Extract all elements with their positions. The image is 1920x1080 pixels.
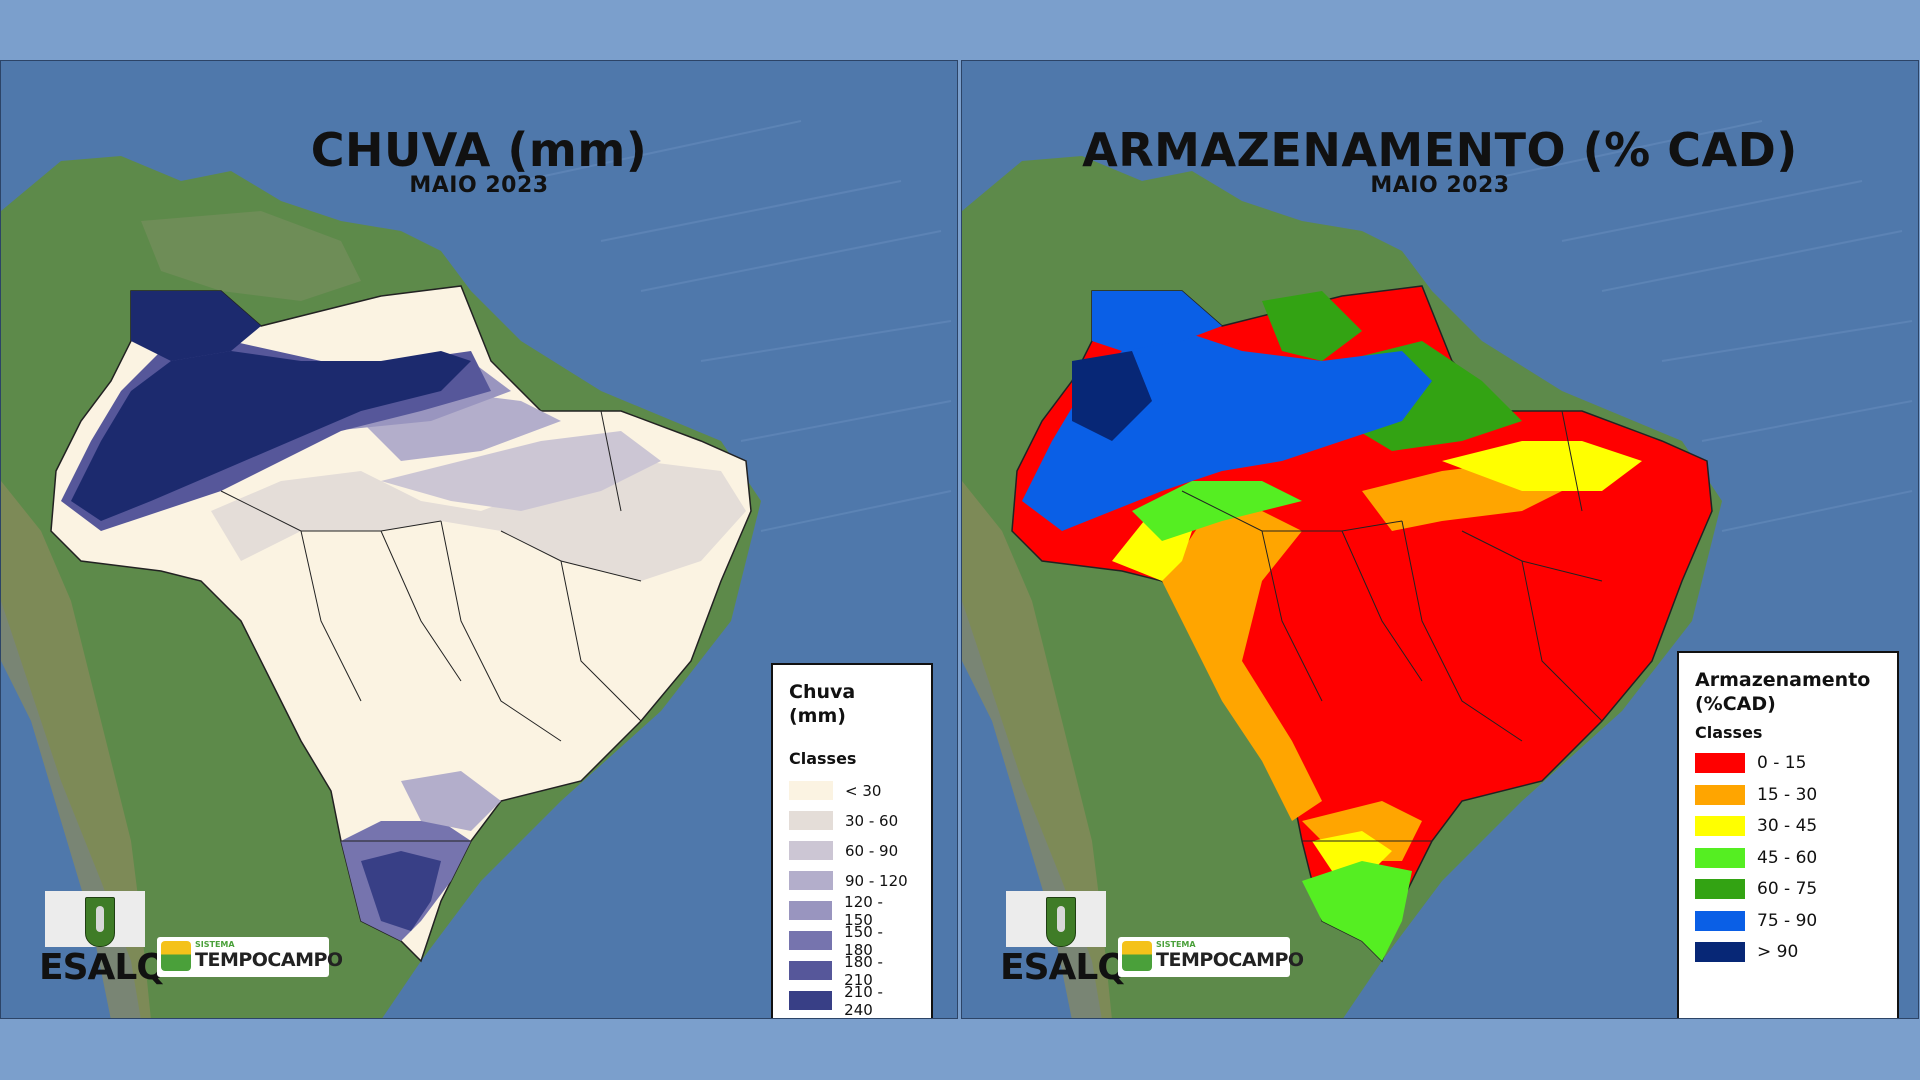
- esalq-logo-text: ESALQ: [39, 947, 167, 988]
- storage-legend-title-line1: Armazenamento: [1695, 669, 1871, 691]
- andes-mountains: [962, 481, 1112, 1018]
- esalq-badge: [45, 891, 145, 947]
- rain-legend-swatch: [789, 841, 833, 860]
- rain-legend-item: 60 - 90: [789, 836, 915, 866]
- storage-map-panel: ARMAZENAMENTO (% CAD) MAIO 2023 Armazena…: [961, 60, 1919, 1019]
- rain-map-panel: CHUVA (mm) MAIO 2023 Chuva (mm) Classes …: [0, 60, 958, 1019]
- rain-legend-item: 30 - 60: [789, 806, 915, 836]
- rain-legend-item: 180 - 210: [789, 952, 915, 989]
- rain-legend-swatch: [789, 991, 833, 1010]
- tempocampo-sistema-text: SISTEMA: [195, 940, 235, 949]
- storage-legend-label: > 90: [1757, 942, 1799, 963]
- tempocampo-icon: [1122, 941, 1152, 971]
- rain-legend-item: 120 - 150: [789, 892, 915, 929]
- storage-legend-label: 30 - 45: [1757, 816, 1818, 837]
- ocean-texture: [520, 120, 952, 532]
- rain-legend-label: 210 - 240: [844, 982, 883, 1019]
- rain-legend-label: 120 - 150: [844, 892, 883, 929]
- storage-legend-items: 0 - 15 15 - 30 30 - 45 45 - 60 60 - 75 75 - 9…: [1695, 748, 1881, 969]
- tempocampo-name-text: TEMPOCAMPO: [1156, 949, 1304, 971]
- storage-legend-label: 45 - 60: [1757, 847, 1818, 868]
- storage-zone-60-75-amapa: [1262, 291, 1362, 361]
- rain-zone-60-90: [381, 431, 661, 511]
- storage-zone-45-60-south: [1302, 861, 1412, 961]
- esalq-shield-icon: [1046, 897, 1076, 947]
- rain-zone-above-240: [71, 351, 471, 521]
- rain-legend-label: 180 - 210: [844, 952, 883, 989]
- rain-legend-item: 150 - 180: [789, 922, 915, 959]
- storage-zone-30-45-northeast: [1442, 441, 1642, 491]
- guiana-highlands: [141, 211, 361, 301]
- storage-legend-swatch: [1695, 816, 1745, 837]
- rain-legend-label: 90 - 120: [845, 871, 908, 890]
- esalq-shield-icon: [85, 897, 115, 947]
- rain-legend-item: < 30: [789, 776, 915, 806]
- storage-legend-classes-label: Classes: [1695, 722, 1763, 742]
- storage-legend-swatch: [1695, 910, 1745, 931]
- storage-legend-label: 75 - 90: [1757, 910, 1818, 931]
- storage-zone-15-30-west: [1162, 511, 1322, 821]
- rain-zone-30-60: [211, 461, 746, 581]
- rain-legend-swatch: [789, 901, 833, 920]
- storage-map-subtitle: MAIO 2023: [1370, 173, 1510, 198]
- storage-legend-item: 75 - 90: [1695, 905, 1881, 937]
- tempocampo-icon: [161, 941, 191, 971]
- rain-legend-label: 60 - 90: [845, 841, 899, 860]
- rain-legend-title: Chuva (mm): [789, 681, 856, 727]
- rain-legend-label: 150 - 180: [844, 922, 883, 959]
- rain-legend-items: < 30 30 - 60 60 - 90 90 - 120 120 - 150 150 -…: [789, 776, 915, 1019]
- rain-legend-classes-label: Classes: [789, 748, 857, 768]
- rain-zone-southeast: [401, 771, 501, 831]
- state-borders: [220, 410, 642, 842]
- rain-legend-label: 30 - 60: [845, 811, 899, 830]
- rain-legend: Chuva (mm) Classes < 30 30 - 60 60 - 90 90 …: [771, 663, 933, 1019]
- storage-legend-label: 0 - 15: [1757, 753, 1807, 774]
- rain-legend-swatch: [789, 781, 833, 800]
- storage-legend-item: 60 - 75: [1695, 874, 1881, 906]
- storage-legend-item: > 90: [1695, 937, 1881, 969]
- storage-legend-swatch: [1695, 784, 1745, 805]
- rain-legend-swatch: [789, 811, 833, 830]
- rain-zone-above-240-north: [131, 291, 261, 361]
- state-borders: [1181, 410, 1603, 842]
- esalq-logo-text: ESALQ: [1000, 947, 1128, 988]
- storage-zone-above-90: [1072, 351, 1152, 441]
- storage-legend-swatch: [1695, 847, 1745, 868]
- storage-map-title: ARMAZENAMENTO (% CAD): [1082, 123, 1798, 177]
- rain-legend-swatch: [789, 931, 833, 950]
- rain-map: [1, 120, 952, 1018]
- storage-legend-swatch: [1695, 879, 1745, 900]
- storage-legend-title-line2: (%CAD): [1695, 692, 1776, 715]
- storage-legend-item: 0 - 15: [1695, 748, 1881, 780]
- storage-legend-label: 15 - 30: [1757, 784, 1818, 805]
- storage-legend-item: 45 - 60: [1695, 842, 1881, 874]
- storage-map: [962, 120, 1913, 1018]
- esalq-badge: [1006, 891, 1106, 947]
- storage-legend-item: 15 - 30: [1695, 779, 1881, 811]
- tempocampo-name-text: TEMPOCAMPO: [195, 949, 343, 971]
- rain-legend-swatch: [789, 871, 833, 890]
- rain-map-subtitle: MAIO 2023: [409, 173, 549, 198]
- rain-zone-south-core: [361, 851, 441, 931]
- tempocampo-sistema-text: SISTEMA: [1156, 940, 1196, 949]
- tempocampo-logo: SISTEMA TEMPOCAMPO: [157, 937, 343, 977]
- storage-legend-item: 30 - 45: [1695, 811, 1881, 843]
- rain-legend-item: 90 - 120: [789, 866, 915, 896]
- storage-legend-label: 60 - 75: [1757, 879, 1818, 900]
- storage-legend-swatch: [1695, 942, 1745, 963]
- andes-mountains: [1, 481, 151, 1018]
- rain-legend-swatch: [789, 961, 833, 980]
- storage-zone-75-90-north: [1092, 291, 1222, 351]
- storage-legend-swatch: [1695, 753, 1745, 774]
- storage-zone-45-60-west: [1132, 481, 1302, 541]
- rain-legend-item: 210 - 240: [789, 982, 915, 1019]
- esalq-logo: ESALQ: [39, 887, 167, 993]
- rain-map-title: CHUVA (mm): [310, 123, 648, 177]
- rain-legend-label: < 30: [845, 781, 882, 800]
- storage-legend: Armazenamento (%CAD) Classes 0 - 15 15 - …: [1677, 651, 1899, 1018]
- tempocampo-logo: SISTEMA TEMPOCAMPO: [1118, 937, 1304, 977]
- esalq-logo: ESALQ: [1000, 887, 1128, 993]
- ocean-texture: [1481, 120, 1913, 532]
